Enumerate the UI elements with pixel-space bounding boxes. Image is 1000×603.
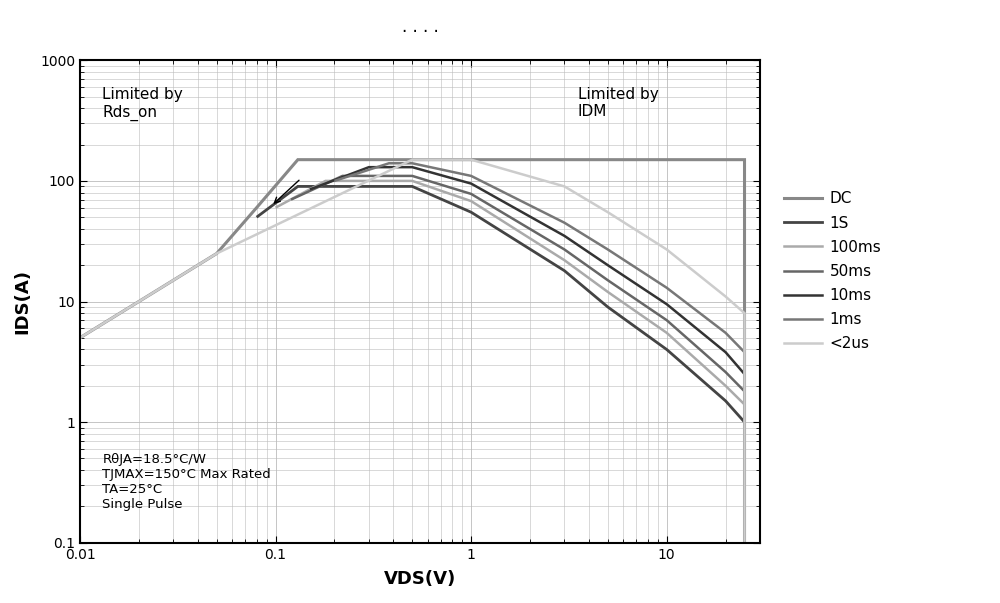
Text: Limited by
IDM: Limited by IDM	[578, 87, 658, 119]
Legend: DC, 1S, 100ms, 50ms, 10ms, 1ms, <2us: DC, 1S, 100ms, 50ms, 10ms, 1ms, <2us	[778, 185, 887, 358]
Text: RθJA=18.5°C/W
TJMAX=150°C Max Rated
TA=25°C
Single Pulse: RθJA=18.5°C/W TJMAX=150°C Max Rated TA=2…	[102, 453, 271, 511]
Y-axis label: IDS(A): IDS(A)	[14, 269, 32, 334]
Text: Limited by
Rds_on: Limited by Rds_on	[102, 87, 183, 121]
Text: . . . .: . . . .	[402, 18, 438, 36]
X-axis label: VDS(V): VDS(V)	[384, 570, 456, 588]
